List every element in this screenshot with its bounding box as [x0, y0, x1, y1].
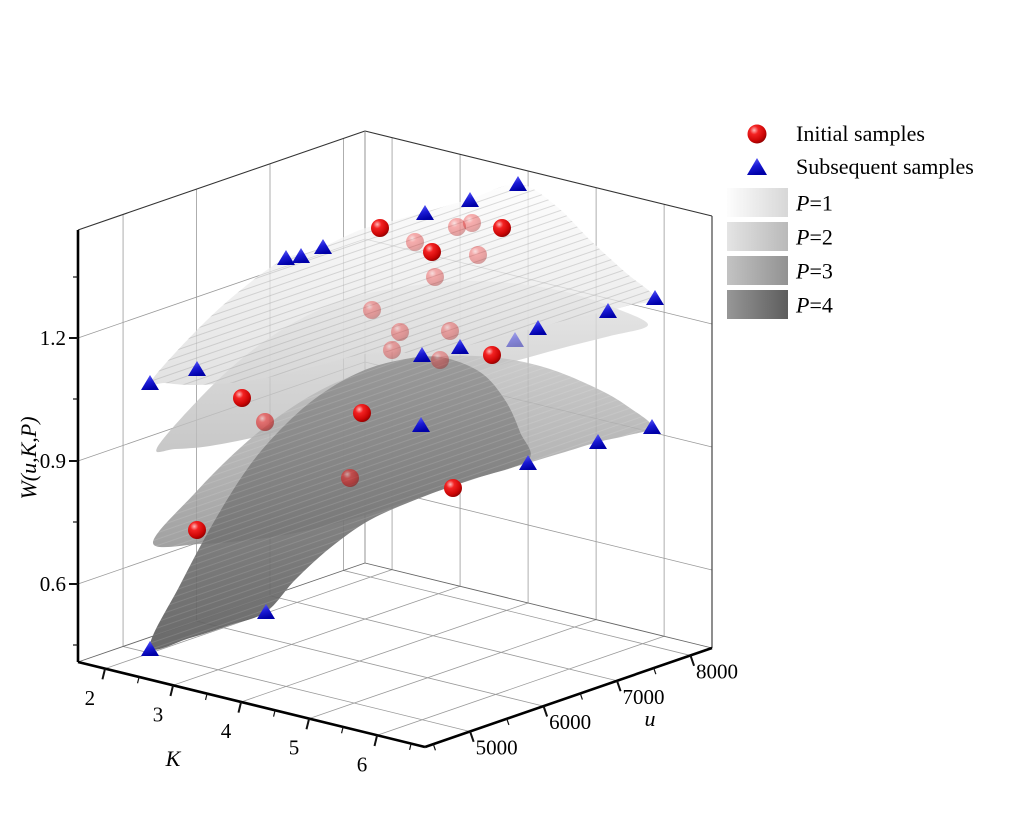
initial-sample-point — [383, 341, 401, 359]
initial-sample-point — [493, 219, 511, 237]
subsequent-sample-point — [413, 347, 431, 362]
subsequent-sample-point — [314, 239, 332, 254]
u-tick-label: 5000 — [476, 736, 518, 760]
initial-sample-point — [469, 246, 487, 264]
initial-sample-point — [256, 413, 274, 431]
initial-sample-point — [463, 214, 481, 232]
z-axis-title: W(u,K,P) — [16, 416, 41, 499]
initial-sample-point — [423, 243, 441, 261]
legend: Initial samples Subsequent samples P=1P=… — [727, 121, 974, 319]
subsequent-sample-point — [141, 375, 159, 390]
legend-series-label: P=3 — [795, 258, 833, 283]
legend-initial-sample-icon — [747, 124, 767, 144]
k-tick-label: 6 — [357, 752, 368, 776]
legend-series-label: P=4 — [795, 292, 833, 317]
legend-swatch-P=2 — [727, 222, 788, 251]
k-tick-label: 4 — [221, 719, 232, 743]
u-tick-label: 6000 — [549, 710, 591, 734]
initial-sample-point — [426, 268, 444, 286]
axis-lines — [76, 230, 713, 749]
surface-P=4 — [149, 356, 531, 650]
subsequent-sample-point — [257, 604, 275, 619]
k-axis-title: K — [165, 746, 182, 771]
initial-sample-point — [371, 219, 389, 237]
z-tick-label: 0.9 — [40, 449, 66, 473]
legend-series-label: P=2 — [795, 224, 833, 249]
k-tick-label: 2 — [85, 686, 96, 710]
subsequent-sample-point — [277, 250, 295, 265]
subsequent-sample-point — [141, 641, 159, 656]
legend-subsequent-label: Subsequent samples — [796, 154, 974, 179]
subsequent-sample-point — [589, 434, 607, 449]
legend-swatch-P=1 — [727, 188, 788, 217]
legend-subsequent-sample-icon — [747, 158, 767, 175]
u-axis-title: u — [645, 706, 656, 731]
subsequent-sample-point — [461, 192, 479, 207]
initial-sample-point — [363, 301, 381, 319]
subsequent-sample-point — [412, 417, 430, 432]
legend-initial-label: Initial samples — [796, 121, 925, 146]
axis-ticks — [69, 276, 696, 751]
legend-swatch-P=4 — [727, 290, 788, 319]
k-tick-label: 5 — [289, 736, 300, 760]
subsequent-sample-point — [292, 248, 310, 263]
initial-sample-point — [444, 479, 462, 497]
subsequent-sample-point — [416, 205, 434, 220]
initial-sample-point — [431, 351, 449, 369]
surface-P=1 — [150, 183, 656, 386]
initial-sample-point — [233, 389, 251, 407]
initial-sample-point — [441, 322, 459, 340]
subsequent-sample-point — [646, 290, 664, 305]
initial-sample-point — [353, 404, 371, 422]
legend-surface-series: P=1 P=2 P=3 P=4 — [727, 188, 833, 319]
subsequent-sample-point — [519, 455, 537, 470]
initial-sample-point — [391, 323, 409, 341]
initial-sample-point — [341, 469, 359, 487]
k-tick-label: 3 — [153, 702, 164, 726]
subsequent-sample-point — [451, 339, 469, 354]
subsequent-sample-point — [506, 332, 524, 347]
z-tick-label: 0.6 — [40, 572, 66, 596]
legend-series-label: P=1 — [795, 190, 833, 215]
subsequent-sample-point — [643, 419, 661, 434]
box-frame — [77, 130, 713, 663]
u-tick-label: 7000 — [623, 685, 665, 709]
sample-markers — [141, 176, 664, 656]
subsequent-sample-point — [529, 320, 547, 335]
initial-sample-point — [483, 346, 501, 364]
u-tick-label: 8000 — [696, 659, 738, 683]
subsequent-sample-point — [188, 361, 206, 376]
initial-sample-point — [406, 233, 424, 251]
response-surfaces — [149, 183, 656, 650]
legend-swatch-P=3 — [727, 256, 788, 285]
subsequent-sample-point — [599, 303, 617, 318]
tick-labels: 0.6 0.9 1.2 2 3 4 5 6 5000 6000 7000 8000 — [40, 326, 738, 776]
z-tick-label: 1.2 — [40, 326, 66, 350]
initial-sample-point — [448, 218, 466, 236]
subsequent-sample-point — [509, 176, 527, 191]
initial-sample-point — [188, 521, 206, 539]
